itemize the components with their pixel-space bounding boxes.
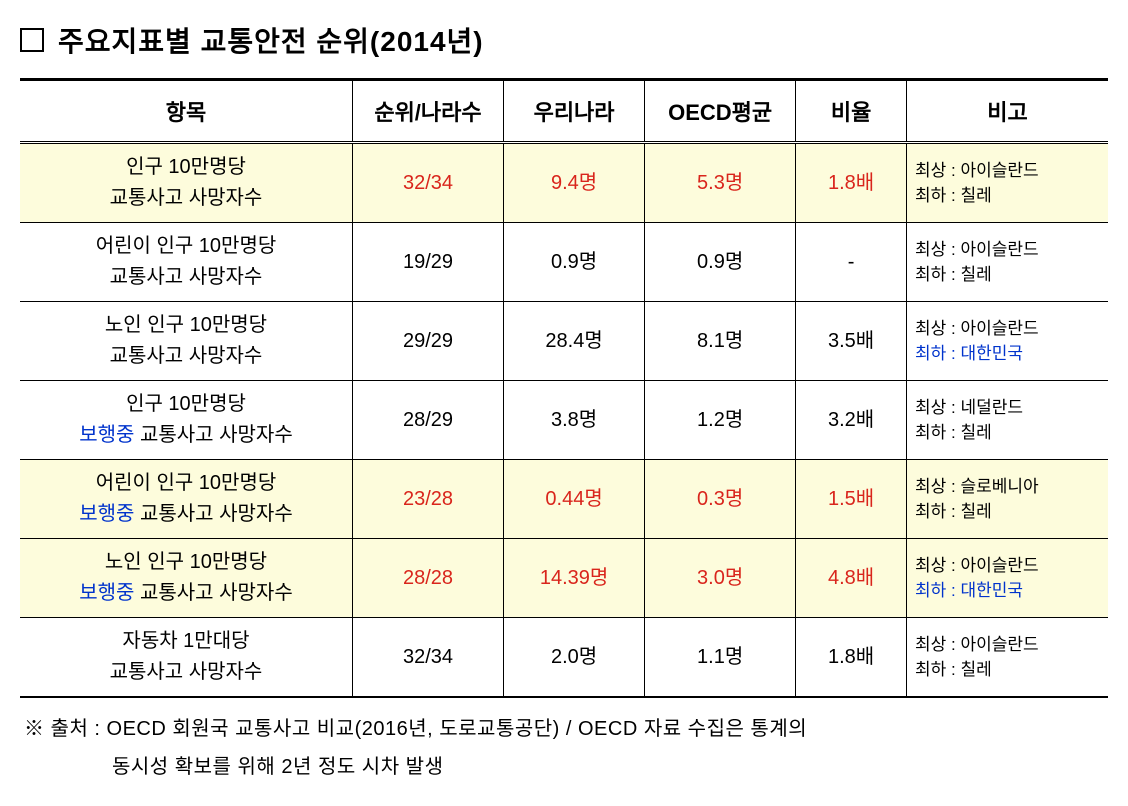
remark-bot-main: 최하 : 대한민국 <box>915 581 1023 600</box>
walk-label: 보행중 <box>79 582 134 604</box>
cell-ratio: - <box>796 223 907 302</box>
table-row: 어린이 인구 10만명당교통사고 사망자수19/290.9명0.9명-최상 : … <box>20 223 1108 302</box>
title-row: 주요지표별 교통안전 순위(2014년) <box>20 20 1108 60</box>
col-header-rank: 순위/나라수 <box>352 80 503 143</box>
cell-rank: 29/29 <box>352 302 503 381</box>
table-header-row: 항목 순위/나라수 우리나라 OECD평균 비율 비고 <box>20 80 1108 143</box>
remark-top: 최상 : 아이슬란드 <box>915 635 1039 654</box>
cell-korea: 2.0명 <box>504 618 645 698</box>
cell-korea: 0.44명 <box>504 460 645 539</box>
cell-rank: 23/28 <box>352 460 503 539</box>
cell-item: 인구 10만명당교통사고 사망자수 <box>20 143 352 223</box>
cell-ratio: 3.2배 <box>796 381 907 460</box>
cell-korea: 0.9명 <box>504 223 645 302</box>
cell-korea: 28.4명 <box>504 302 645 381</box>
remark-top: 최상 : 슬로베니아 <box>915 477 1039 496</box>
col-header-ratio: 비율 <box>796 80 907 143</box>
remark-top: 최상 : 아이슬란드 <box>915 161 1039 180</box>
square-bullet-icon <box>20 28 44 52</box>
cell-rank: 32/34 <box>352 618 503 698</box>
cell-item: 자동차 1만대당교통사고 사망자수 <box>20 618 352 698</box>
walk-label: 보행중 <box>79 503 134 525</box>
cell-oecd: 0.9명 <box>645 223 796 302</box>
footnote-line1: ※ 출처 : OECD 회원국 교통사고 비교(2016년, 도로교통공단) /… <box>24 718 807 740</box>
cell-ratio: 3.5배 <box>796 302 907 381</box>
cell-rank: 19/29 <box>352 223 503 302</box>
cell-rank: 32/34 <box>352 143 503 223</box>
remark-bot-pre: 최하 : <box>915 265 960 284</box>
cell-oecd: 3.0명 <box>645 539 796 618</box>
cell-ratio: 1.8배 <box>796 618 907 698</box>
remark-bot-pre: 최하 : <box>915 423 960 442</box>
walk-label: 보행중 <box>79 424 134 446</box>
remark-top: 최상 : 아이슬란드 <box>915 556 1039 575</box>
cell-item: 어린이 인구 10만명당교통사고 사망자수 <box>20 223 352 302</box>
remark-bot-main: 칠레 <box>960 423 991 442</box>
table-row: 인구 10만명당보행중 교통사고 사망자수28/293.8명1.2명3.2배최상… <box>20 381 1108 460</box>
remark-bot-main: 칠레 <box>960 265 991 284</box>
cell-oecd: 1.2명 <box>645 381 796 460</box>
cell-korea: 14.39명 <box>504 539 645 618</box>
safety-ranking-table: 항목 순위/나라수 우리나라 OECD평균 비율 비고 인구 10만명당교통사고… <box>20 78 1108 698</box>
remark-top: 최상 : 네덜란드 <box>915 398 1023 417</box>
table-row: 자동차 1만대당교통사고 사망자수32/342.0명1.1명1.8배최상 : 아… <box>20 618 1108 698</box>
col-header-korea: 우리나라 <box>504 80 645 143</box>
remark-bot-main: 칠레 <box>960 660 991 679</box>
remark-bot-pre: 최하 : <box>915 660 960 679</box>
cell-item: 인구 10만명당보행중 교통사고 사망자수 <box>20 381 352 460</box>
cell-ratio: 1.8배 <box>796 143 907 223</box>
footnote-line2: 동시성 확보를 위해 2년 정도 시차 발생 <box>24 748 1108 786</box>
cell-item: 노인 인구 10만명당보행중 교통사고 사망자수 <box>20 539 352 618</box>
cell-remark: 최상 : 아이슬란드최하 : 칠레 <box>907 618 1109 698</box>
cell-item: 노인 인구 10만명당교통사고 사망자수 <box>20 302 352 381</box>
remark-bot-main: 칠레 <box>960 186 991 205</box>
cell-remark: 최상 : 아이슬란드최하 : 대한민국 <box>907 539 1109 618</box>
cell-oecd: 1.1명 <box>645 618 796 698</box>
cell-remark: 최상 : 네덜란드최하 : 칠레 <box>907 381 1109 460</box>
table-row: 노인 인구 10만명당교통사고 사망자수29/2928.4명8.1명3.5배최상… <box>20 302 1108 381</box>
footnote: ※ 출처 : OECD 회원국 교통사고 비교(2016년, 도로교통공단) /… <box>20 710 1108 786</box>
col-header-oecd: OECD평균 <box>645 80 796 143</box>
cell-oecd: 0.3명 <box>645 460 796 539</box>
cell-korea: 9.4명 <box>504 143 645 223</box>
cell-item: 어린이 인구 10만명당보행중 교통사고 사망자수 <box>20 460 352 539</box>
remark-bot-main: 칠레 <box>960 502 991 521</box>
cell-rank: 28/28 <box>352 539 503 618</box>
col-header-item: 항목 <box>20 80 352 143</box>
cell-oecd: 5.3명 <box>645 143 796 223</box>
cell-rank: 28/29 <box>352 381 503 460</box>
cell-ratio: 4.8배 <box>796 539 907 618</box>
page-title: 주요지표별 교통안전 순위(2014년) <box>58 20 484 60</box>
remark-bot-main: 최하 : 대한민국 <box>915 344 1023 363</box>
col-header-remark: 비고 <box>907 80 1109 143</box>
remark-bot-pre: 최하 : <box>915 502 960 521</box>
cell-ratio: 1.5배 <box>796 460 907 539</box>
cell-oecd: 8.1명 <box>645 302 796 381</box>
remark-bot-pre: 최하 : <box>915 186 960 205</box>
table-row: 어린이 인구 10만명당보행중 교통사고 사망자수23/280.44명0.3명1… <box>20 460 1108 539</box>
cell-remark: 최상 : 아이슬란드최하 : 칠레 <box>907 223 1109 302</box>
cell-korea: 3.8명 <box>504 381 645 460</box>
remark-top: 최상 : 아이슬란드 <box>915 240 1039 259</box>
cell-remark: 최상 : 슬로베니아최하 : 칠레 <box>907 460 1109 539</box>
table-row: 인구 10만명당교통사고 사망자수32/349.4명5.3명1.8배최상 : 아… <box>20 143 1108 223</box>
table-row: 노인 인구 10만명당보행중 교통사고 사망자수28/2814.39명3.0명4… <box>20 539 1108 618</box>
remark-top: 최상 : 아이슬란드 <box>915 319 1039 338</box>
cell-remark: 최상 : 아이슬란드최하 : 대한민국 <box>907 302 1109 381</box>
cell-remark: 최상 : 아이슬란드최하 : 칠레 <box>907 143 1109 223</box>
